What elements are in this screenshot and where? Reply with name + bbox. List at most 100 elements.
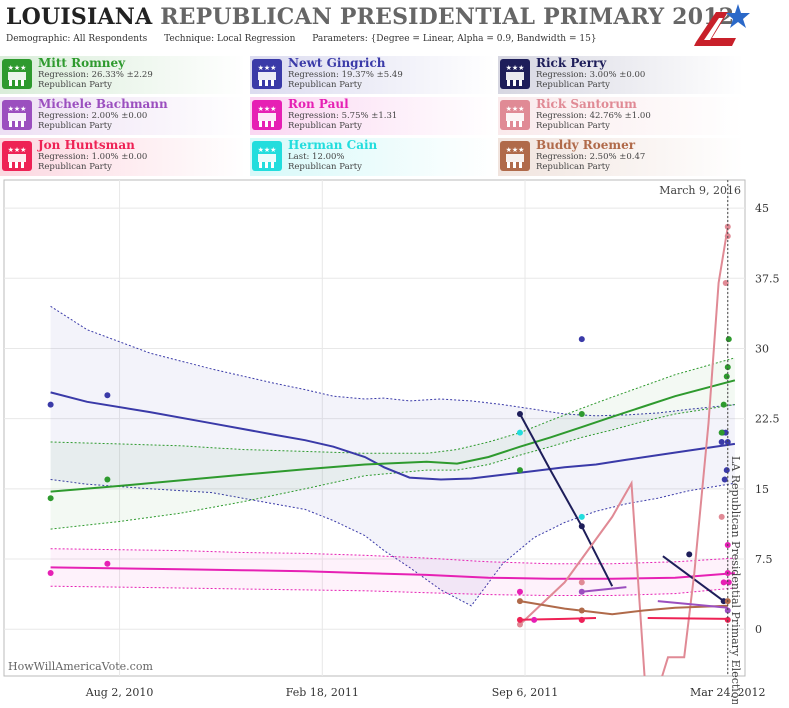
band-upper-line (50, 305, 735, 417)
band-lower-line (50, 479, 735, 607)
confidence-band (50, 357, 735, 530)
data-point-newt-gingrich (718, 439, 725, 446)
series-line-michele-bachmann (657, 600, 728, 609)
technique-label: Technique: Local Regression (164, 34, 296, 44)
chart-svg: LA Republican Presidential Primary Elect… (3, 179, 780, 706)
data-point-buddy-roemer (578, 607, 585, 614)
elephant-icon: ★★★ (252, 59, 282, 89)
data-point-michele-bachmann (724, 607, 731, 614)
data-point-ron-paul (47, 570, 54, 577)
y-tick-label: 15 (755, 483, 769, 496)
data-point-rick-perry (578, 523, 585, 530)
data-point-jon-huntsman (516, 616, 523, 623)
band-upper-line (50, 357, 736, 454)
data-point-newt-gingrich (721, 476, 728, 483)
elephant-icon: ★★★ (252, 100, 282, 130)
candidate-name: Ron Paul (288, 97, 349, 111)
series-line-rick-perry (519, 413, 614, 587)
data-point-rick-santorum (516, 621, 523, 628)
elephant-icon: ★★★ (2, 141, 32, 171)
data-point-mitt-romney (723, 373, 730, 380)
data-point-newt-gingrich (104, 392, 111, 399)
watermark: HowWillAmericaVote.com (8, 660, 153, 673)
x-tick-label: Feb 18, 2011 (286, 686, 359, 699)
site-logo (694, 4, 750, 46)
series-line-newt-gingrich (50, 391, 736, 481)
date-marker: March 9, 2016 (659, 184, 741, 197)
band-upper-line (50, 548, 735, 565)
svg-text:★★★: ★★★ (258, 64, 277, 72)
candidate-buddy-roemer[interactable]: ★★★ Buddy Roemer Regression: 2.50% ±0.47 Re… (498, 138, 744, 176)
elephant-icon: ★★★ (2, 100, 32, 130)
svg-text:★★★: ★★★ (8, 105, 27, 113)
demographic-label: Demographic: All Respondents (6, 34, 148, 44)
data-point-michele-bachmann (578, 588, 585, 595)
data-point-ron-paul (104, 560, 111, 567)
y-tick-label: 30 (755, 342, 769, 355)
candidate-legend: ★★★ Mitt Romney Regression: 26.33% ±2.29 Re… (0, 56, 789, 176)
candidate-rick-perry[interactable]: ★★★ Rick Perry Regression: 3.00% ±0.00 Repu… (498, 56, 744, 94)
band-lower-line (50, 404, 735, 530)
series-line-mitt-romney (50, 379, 736, 493)
y-tick-label: 45 (755, 202, 769, 215)
candidate-party: Republican Party (38, 80, 112, 90)
title-rest: REPUBLICAN PRESIDENTIAL PRIMARY 2012 (160, 4, 735, 30)
candidate-stat: Last: 12.00% (288, 152, 345, 162)
data-point-mitt-romney (47, 495, 54, 502)
parameters-line: Demographic: All Respondents Technique: … (6, 34, 597, 44)
data-point-rick-perry (516, 410, 523, 417)
data-point-ron-paul (720, 579, 727, 586)
y-tick-label: 37.5 (755, 272, 780, 285)
candidate-rick-santorum[interactable]: ★★★ Rick Santorum Regression: 42.76% ±1.00… (498, 97, 744, 135)
series-line-jon-huntsman (647, 617, 728, 620)
candidate-party: Republican Party (288, 80, 362, 90)
elephant-icon: ★★★ (2, 59, 32, 89)
data-point-mitt-romney (725, 336, 732, 343)
candidate-jon-huntsman[interactable]: ★★★ Jon Huntsman Regression: 1.00% ±0.00 Re… (0, 138, 246, 176)
candidate-stat: Regression: 19.37% ±5.49 (288, 70, 403, 80)
x-tick-label: Mar 24, 2012 (690, 686, 766, 699)
data-point-newt-gingrich (578, 336, 585, 343)
candidate-mitt-romney[interactable]: ★★★ Mitt Romney Regression: 26.33% ±2.29 Re… (0, 56, 246, 94)
data-point-herman-cain (516, 429, 523, 436)
data-point-newt-gingrich (724, 439, 731, 446)
data-point-mitt-romney (718, 429, 725, 436)
series-line-ron-paul (50, 566, 735, 580)
candidate-party: Republican Party (38, 121, 112, 131)
data-point-newt-gingrich (47, 401, 54, 408)
candidate-stat: Regression: 3.00% ±0.00 (536, 70, 646, 80)
elephant-icon: ★★★ (500, 59, 530, 89)
svg-text:★★★: ★★★ (258, 146, 277, 154)
candidate-ron-paul[interactable]: ★★★ Ron Paul Regression: 5.75% ±1.31 Republ… (250, 97, 496, 135)
candidate-party: Republican Party (288, 162, 362, 172)
svg-text:★★★: ★★★ (506, 105, 525, 113)
candidate-stat: Regression: 5.75% ±1.31 (288, 111, 398, 121)
candidate-name: Mitt Romney (38, 56, 126, 70)
data-point-jon-huntsman (724, 616, 731, 623)
candidate-newt-gingrich[interactable]: ★★★ Newt Gingrich Regression: 19.37% ±5.49… (250, 56, 496, 94)
parameters-label: Parameters: {Degree = Linear, Alpha = 0.… (312, 34, 597, 44)
data-point-buddy-roemer (516, 598, 523, 605)
x-tick-label: Aug 2, 2010 (85, 686, 154, 699)
chart-area: LA Republican Presidential Primary Elect… (0, 176, 789, 706)
plot-frame (3, 179, 746, 677)
data-point-rick-santorum (718, 513, 725, 520)
series-line-michele-bachmann (581, 586, 627, 593)
data-point-jon-huntsman (578, 616, 585, 623)
candidate-michele-bachmann[interactable]: ★★★ Michele Bachmann Regression: 2.00% ±0.… (0, 97, 246, 135)
candidate-herman-cain[interactable]: ★★★ Herman Cain Last: 12.00% Republican Par… (250, 138, 496, 176)
data-point-rick-santorum (724, 223, 731, 230)
svg-text:★★★: ★★★ (258, 105, 277, 113)
data-point-mitt-romney (720, 401, 727, 408)
data-point-rick-santorum (722, 279, 729, 286)
election-label: LA Republican Presidential Primary Elect… (729, 456, 742, 704)
data-point-mitt-romney (104, 476, 111, 483)
candidate-party: Republican Party (38, 162, 112, 172)
data-point-mitt-romney (578, 410, 585, 417)
candidate-party: Republican Party (536, 80, 610, 90)
data-point-mitt-romney (724, 364, 731, 371)
candidate-party: Republican Party (536, 121, 610, 131)
data-point-herman-cain (578, 513, 585, 520)
state-name: LOUISIANA (6, 4, 153, 30)
series-line-buddy-roemer (519, 600, 728, 616)
